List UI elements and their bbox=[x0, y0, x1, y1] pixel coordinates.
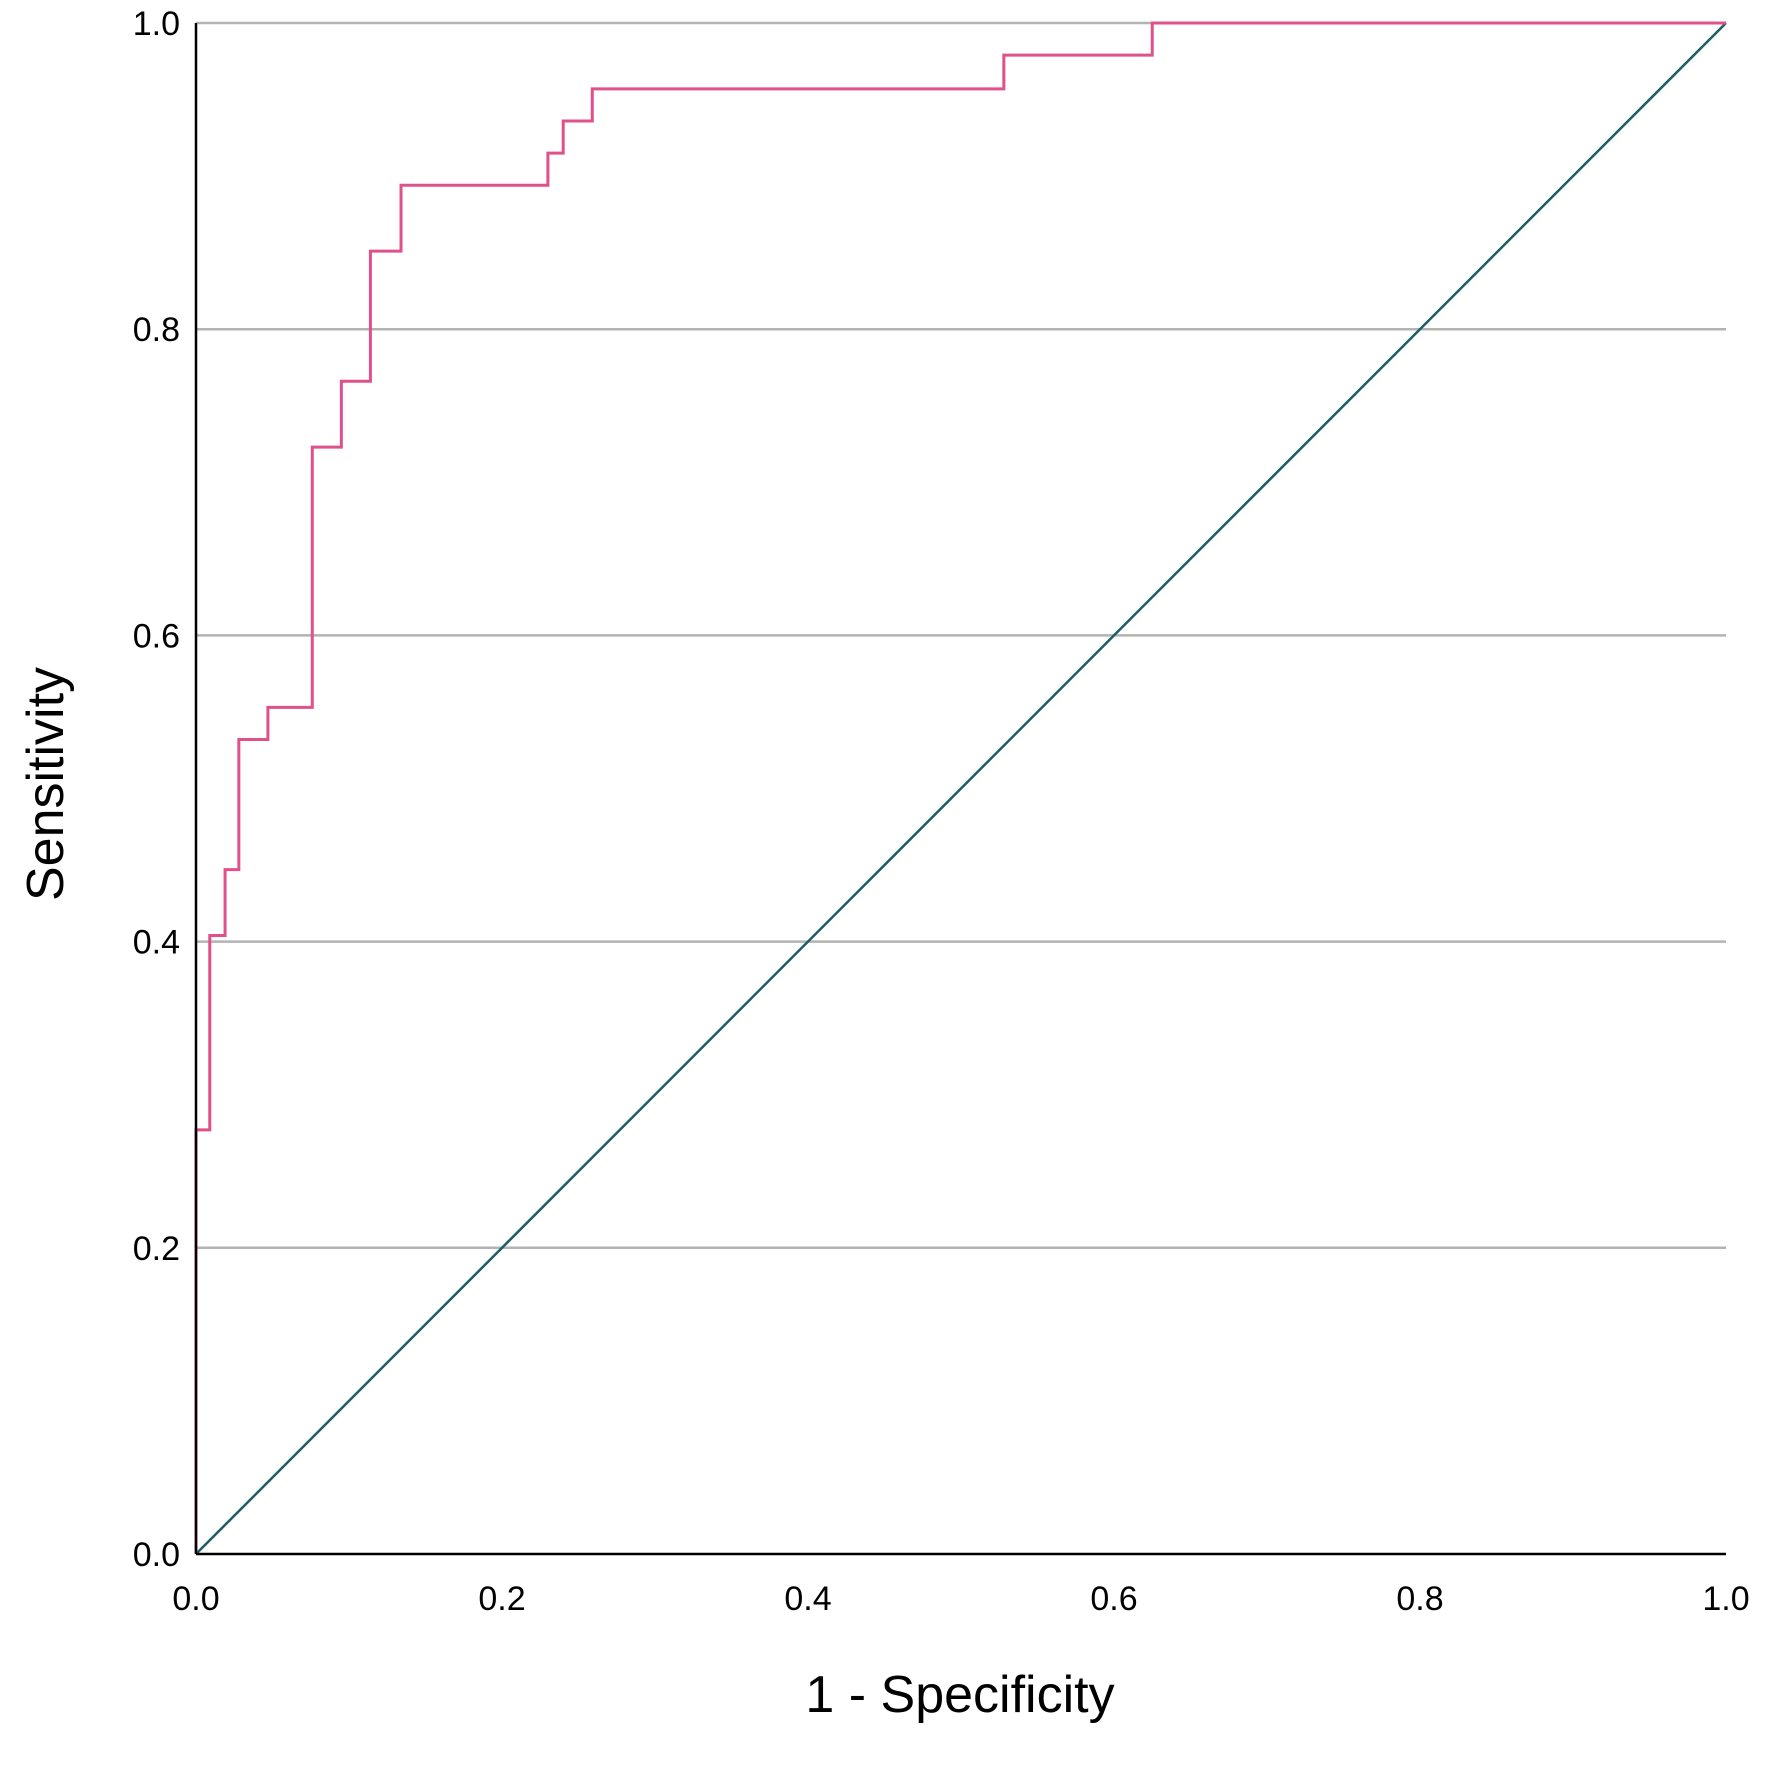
reference-diagonal bbox=[195, 22, 1727, 1555]
roc-curve bbox=[194, 21, 1726, 1554]
x-tick-label: 0.0 bbox=[172, 1580, 219, 1618]
axes bbox=[194, 23, 1726, 1556]
roc-curve-group bbox=[194, 21, 1726, 1554]
y-tick-label: 1.0 bbox=[133, 5, 180, 43]
x-axis-title: 1 - Specificity bbox=[805, 1666, 1114, 1724]
y-tick-label: 0.6 bbox=[133, 617, 180, 655]
y-tick-labels: 0.0 0.2 0.4 0.6 0.8 1.0 bbox=[133, 5, 180, 1574]
x-tick-label: 0.2 bbox=[478, 1580, 525, 1618]
x-tick-label: 0.4 bbox=[784, 1580, 831, 1618]
y-axis-title: Sensitivity bbox=[17, 667, 75, 901]
y-tick-label: 0.2 bbox=[133, 1230, 180, 1268]
y-tick-label: 0.0 bbox=[133, 1536, 180, 1574]
x-tick-label: 1.0 bbox=[1702, 1580, 1749, 1618]
reference-line bbox=[195, 22, 1727, 1555]
y-tick-label: 0.8 bbox=[133, 311, 180, 349]
x-tick-labels: 0.0 0.2 0.4 0.6 0.8 1.0 bbox=[172, 1580, 1749, 1618]
y-tick-label: 0.4 bbox=[133, 924, 180, 962]
x-tick-label: 0.8 bbox=[1396, 1580, 1443, 1618]
gridlines bbox=[196, 21, 1726, 1250]
x-tick-label: 0.6 bbox=[1090, 1580, 1137, 1618]
